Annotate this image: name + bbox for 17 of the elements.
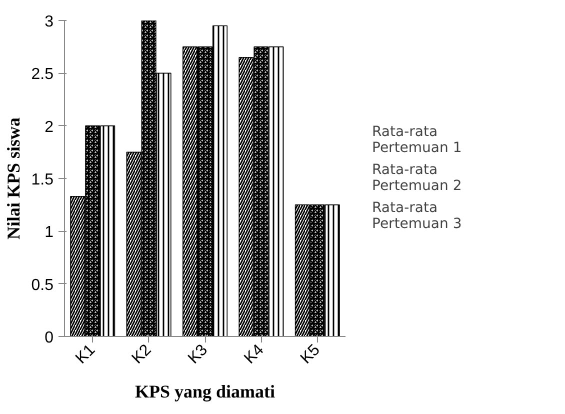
y-tick-label: 1	[44, 224, 54, 242]
y-tick-label: 3	[44, 14, 54, 30]
text: Rata-rata Pertemuan 3	[372, 200, 462, 232]
y-tick-label: 2.5	[31, 66, 54, 84]
y-tick-label: 0.5	[31, 276, 54, 294]
x-tick-label: K2	[128, 341, 155, 368]
x-tick-label: K5	[298, 341, 324, 368]
x-tick-label: K4	[241, 341, 268, 368]
y-tick-label: 1.5	[31, 172, 54, 188]
x-tick-label: K3	[185, 341, 212, 368]
x-tick-label: K1	[72, 341, 99, 368]
text: Rata-rata Pertemuan 2	[372, 162, 462, 194]
y-axis-title: Nilai KPS siswa	[3, 117, 24, 240]
y-tick-label: 2	[44, 118, 54, 136]
x-axis-title: KPS yang diamati	[134, 381, 276, 402]
y-tick-label: 0	[44, 330, 54, 346]
text: Rata-rata Pertemuan 1	[372, 124, 462, 156]
